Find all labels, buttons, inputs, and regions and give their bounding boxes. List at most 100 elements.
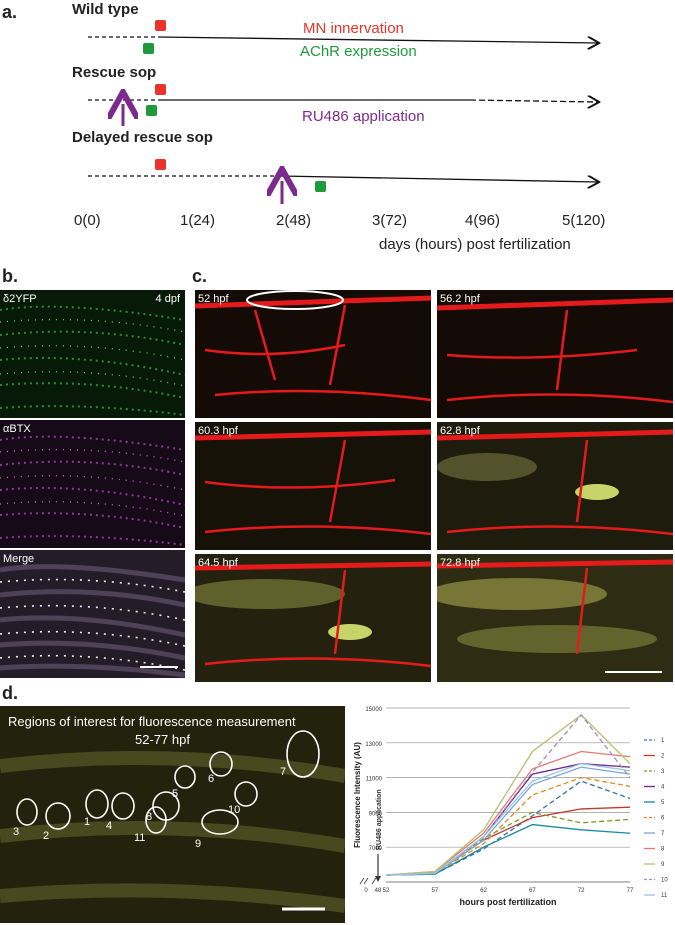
roi-label: 2 [43,830,50,842]
roi-label: 3 [13,826,20,838]
roi-ellipse [111,792,135,820]
legend-label: 8 [661,847,665,853]
tick-1: 1(24) [180,212,216,229]
row-title-wild-type: Wild type [72,1,139,18]
label-yfp: δ2YFP [3,293,37,305]
roi-ellipse [201,809,239,835]
series-line-2 [385,806,631,876]
panel-a-label: a. [2,2,18,22]
y-tick-label: 9000 [369,811,383,817]
series-line-10 [385,713,631,876]
y-tick-label: 7000 [369,846,383,852]
legend-label: 2 [661,754,665,760]
image-60hpf: 60.3 hpf [195,422,431,550]
legend-ru486-application: RU486 application [302,108,425,125]
legend-label: 5 [661,800,665,806]
roi-label: 8 [146,811,153,823]
roi-label: 7 [280,766,287,778]
series-line-5 [385,823,631,876]
roi-label: 4 [106,820,113,832]
tick-2: 2(48) [276,212,312,229]
label-4dpf: 4 dpf [155,293,180,305]
image-merge: Merge [0,550,185,678]
tick-4: 4(96) [465,212,501,229]
x-tick-label: 57 [431,888,438,894]
x-tick-label: 0 [364,888,368,894]
roi-label: 11 [134,832,146,844]
series-line-6 [385,776,631,876]
legend-label: 4 [661,785,665,791]
legend-label: 1 [661,738,665,744]
legend-label: 11 [661,893,668,899]
legend-mn-innervation: MN innervation [303,20,404,37]
y-tick-label: 13000 [365,742,382,748]
image-56hpf: 56.2 hpf [437,290,673,418]
timepoint-56: 56.2 hpf [440,293,480,305]
tick-0: 0(0) [74,212,101,229]
timepoint-60: 60.3 hpf [198,425,238,437]
row-title-delayed-rescue-sop: Delayed rescue sop [72,129,213,146]
roi-label: 9 [195,838,202,850]
legend-label: 9 [661,862,665,868]
label-abtx: αBTX [3,423,31,435]
legend-achr-expression: AChR expression [300,43,417,60]
roi-ellipse [85,789,109,819]
timepoint-52: 52 hpf [198,293,229,305]
chart-annotation: RU486 application [376,789,383,850]
roi-caption-line1: Regions of interest for fluorescence mea… [8,714,296,729]
series-line-11 [385,763,631,876]
roi-ellipse [286,730,320,778]
image-rois: Regions of interest for fluorescence mea… [0,706,345,923]
mn-marker [155,20,166,31]
x-tick-label: 67 [529,888,536,894]
image-yfp: δ2YFP 4 dpf [0,290,185,418]
roi-ellipse [234,781,258,807]
x-tick-label: 52 [383,888,390,894]
panel-d-label: d. [2,683,18,703]
legend-label: 7 [661,831,665,837]
roi-label: 5 [172,788,179,800]
legend-label: 3 [661,769,665,775]
tick-3: 3(72) [372,212,408,229]
roi-ellipse [16,798,38,826]
roi-ellipse [174,765,196,789]
timeline-diagram [88,20,675,204]
x-tick-label: 48 [375,888,382,894]
roi-ellipse [45,802,71,830]
x-tick-label: 72 [578,888,585,894]
legend-label: 6 [661,816,665,822]
y-tick-label: 15000 [365,707,382,713]
roi-ellipse [209,751,233,777]
roi-label: 6 [208,773,215,785]
timeline-axis-label: days (hours) post fertilization [379,236,571,253]
image-52hpf: 52 hpf [195,290,431,418]
legend-label: 10 [661,878,668,884]
y-tick-label: 11000 [366,777,383,783]
y-axis-label: Fluorescence Intensity (AU) [353,742,362,848]
x-tick-label: 77 [627,888,634,894]
series-line-7 [385,766,631,876]
series-line-3 [385,811,631,876]
panel-c-label: c. [192,266,208,286]
series-line-9 [385,714,631,876]
x-tick-label: 62 [480,888,487,894]
image-62hpf: 62.8 hpf [437,422,673,550]
roi-label: 10 [228,804,241,816]
roi-ellipse [145,806,167,834]
x-axis-label: hours post fertilization [459,897,556,907]
panel-b-label: b. [2,266,18,286]
series-line-1 [385,780,631,876]
roi-caption-line2: 52-77 hpf [135,732,190,747]
row-title-rescue-sop: Rescue sop [72,64,157,81]
timepoint-62: 62.8 hpf [440,425,480,437]
image-64hpf: 64.5 hpf [195,554,431,682]
image-72hpf: 72.8 hpf [437,554,673,682]
timepoint-72: 72.8 hpf [440,557,480,569]
roi-label: 1 [84,816,91,828]
image-abtx: αBTX [0,420,185,548]
axis-break [359,877,377,885]
timepoint-64: 64.5 hpf [198,557,238,569]
label-merge: Merge [3,553,35,565]
achr-marker [143,43,154,54]
